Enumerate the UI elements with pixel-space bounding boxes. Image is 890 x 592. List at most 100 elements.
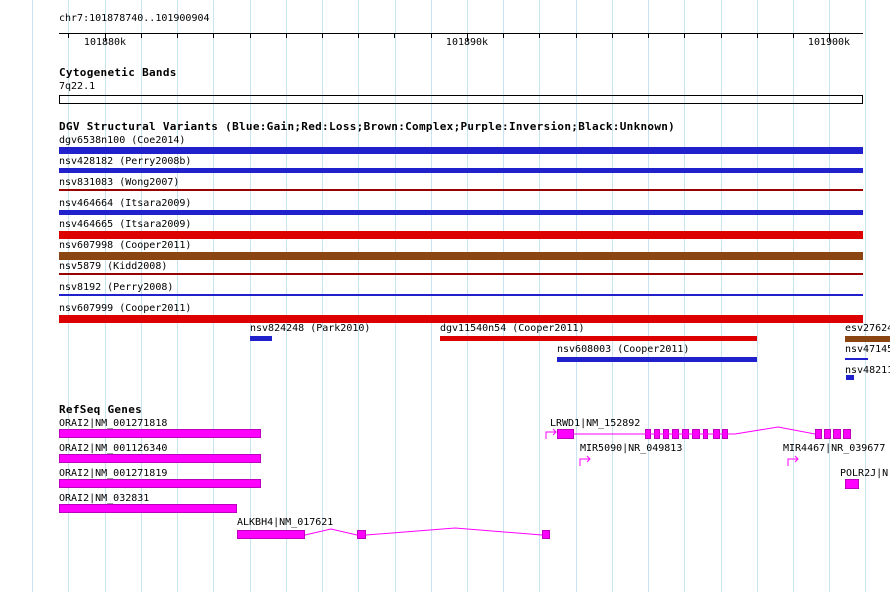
ruler-tick [358,34,360,38]
gene-exon-LRWD1_NM_152892[interactable] [722,429,728,439]
variant-bar-nsv464664[interactable] [59,210,863,215]
gene-exon-ORAI2_NM_001271819[interactable] [59,479,261,488]
gene-exon-LRWD1_NM_152892[interactable] [833,429,841,439]
gridline [358,0,360,592]
gene-exon-LRWD1_NM_152892[interactable] [843,429,851,439]
gridline [611,0,613,592]
ruler-line [59,33,863,34]
gene-label-ORAI2_NM_001271818[interactable]: ORAI2|NM_001271818 [59,418,168,429]
variant-label-nsv48211[interactable]: nsv48211 [845,365,890,376]
ruler-label: 101880k [83,37,127,48]
variant-label-nsv5879[interactable]: nsv5879 (Kidd2008) [59,261,168,272]
gene-exon-LRWD1_NM_152892[interactable] [815,429,822,439]
variant-label-nsv607999[interactable]: nsv607999 (Cooper2011) [59,303,192,314]
gene-exon-LRWD1_NM_152892[interactable] [663,429,669,439]
variant-label-nsv464665[interactable]: nsv464665 (Itsara2009) [59,219,192,230]
gene-exon-ORAI2_NM_032831[interactable] [59,504,237,513]
gene-exon-ORAI2_NM_001271818[interactable] [59,429,261,438]
variant-label-nsv8192[interactable]: nsv8192 (Perry2008) [59,282,174,293]
ruler-tick [611,34,613,38]
cytoband-name: 7q22.1 [59,81,96,92]
variant-label-nsv607998[interactable]: nsv607998 (Cooper2011) [59,240,192,251]
dgv-section-title: DGV Structural Variants (Blue:Gain;Red:L… [59,120,676,133]
gridline [829,0,831,592]
variant-label-nsv831083[interactable]: nsv831083 (Wong2007) [59,177,180,188]
gridline [68,0,70,592]
variant-label-nsv824248[interactable]: nsv824248 (Park2010) [250,323,371,334]
ruler-tick [140,34,142,38]
gene-exon-LRWD1_NM_152892[interactable] [824,429,831,439]
ruler-tick [793,34,794,38]
variant-label-dgv11540n54[interactable]: dgv11540n54 (Cooper2011) [440,323,585,334]
variant-bar-nsv607998[interactable] [59,252,863,260]
gridline [394,0,396,592]
gridline [430,0,432,592]
gene-exon-ALKBH4_NM_017621[interactable] [237,530,305,539]
gene-exon-LRWD1_NM_152892[interactable] [713,429,720,439]
variant-label-esv27624[interactable]: esv27624 [845,323,890,334]
ruler-label: 101900k [807,37,851,48]
ruler-tick [177,34,179,38]
gene-label-ORAI2_NM_032831[interactable]: ORAI2|NM_032831 [59,493,150,504]
gridline [322,0,324,592]
gene-label-ORAI2_NM_001126340[interactable]: ORAI2|NM_001126340 [59,443,168,454]
variant-bar-nsv47145[interactable] [845,358,868,360]
gridline [575,0,577,592]
gene-label-MIR4467_NR_039677[interactable]: MIR4467|NR_039677 [783,443,886,454]
gridline [539,0,541,592]
variant-label-nsv608003[interactable]: nsv608003 (Cooper2011) [557,344,690,355]
gridline [720,0,722,592]
variant-bar-nsv428182[interactable] [59,168,863,173]
ruler-tick [68,34,70,38]
variant-bar-esv27624[interactable] [845,336,890,342]
gridline [249,0,251,592]
ruler-tick [285,34,287,38]
ruler-tick [249,34,251,38]
gridline [503,0,505,592]
ruler-tick [539,34,541,38]
gene-label-MIR5090_NR_049813[interactable]: MIR5090|NR_049813 [580,443,683,454]
gene-exon-LRWD1_NM_152892[interactable] [557,429,574,439]
gene-exon-ALKBH4_NM_017621[interactable] [357,530,366,539]
variant-label-nsv428182[interactable]: nsv428182 (Perry2008b) [59,156,192,167]
gene-intron-line-ALKBH4_NM_017621 [304,528,358,536]
gene-label-POLR2J[interactable]: POLR2J|N [840,468,889,479]
gene-label-LRWD1_NM_152892[interactable]: LRWD1|NM_152892 [550,418,641,429]
variant-label-nsv464664[interactable]: nsv464664 (Itsara2009) [59,198,192,209]
gridline [756,0,758,592]
gene-exon-LRWD1_NM_152892[interactable] [692,429,700,439]
gene-label-ORAI2_NM_001271819[interactable]: ORAI2|NM_001271819 [59,468,168,479]
variant-bar-dgv6538n100[interactable] [59,147,863,154]
gridline [140,0,142,592]
variant-bar-nsv5879[interactable] [59,273,863,275]
ruler-tick [104,34,106,41]
ruler-tick [503,34,505,38]
variant-bar-nsv464665[interactable] [59,231,863,239]
gridline [793,0,795,592]
gene-label-ALKBH4_NM_017621[interactable]: ALKBH4|NM_017621 [237,517,334,528]
cytobands-section-title: Cytogenetic Bands [59,66,177,79]
cytoband-box [59,95,863,104]
variant-label-nsv47145[interactable]: nsv47145 [845,344,890,355]
gene-exon-LRWD1_NM_152892[interactable] [672,429,679,439]
variant-bar-nsv8192[interactable] [59,294,863,296]
variant-bar-nsv608003[interactable] [557,357,757,362]
variant-bar-nsv824248[interactable] [250,336,272,341]
gene-exon-LRWD1_NM_152892[interactable] [654,429,660,439]
ruler-tick [648,34,650,38]
ruler-tick [684,34,686,38]
gene-exon-ORAI2_NM_001126340[interactable] [59,454,261,463]
gene-exon-ALKBH4_NM_017621[interactable] [542,530,550,539]
gene-exon-LRWD1_NM_152892[interactable] [682,429,689,439]
variant-bar-nsv831083[interactable] [59,189,863,191]
variant-bar-dgv11540n54[interactable] [440,336,757,341]
variant-label-dgv6538n100[interactable]: dgv6538n100 (Coe2014) [59,135,186,146]
gridline [684,0,686,592]
variant-bar-nsv48211[interactable] [846,375,854,380]
region-position-label: chr7:101878740..101900904 [59,13,210,24]
gene-exon-POLR2J[interactable] [845,479,859,489]
gene-exon-LRWD1_NM_152892[interactable] [703,429,708,439]
variant-bar-nsv607999[interactable] [59,315,863,323]
gene-exon-LRWD1_NM_152892[interactable] [645,429,651,439]
